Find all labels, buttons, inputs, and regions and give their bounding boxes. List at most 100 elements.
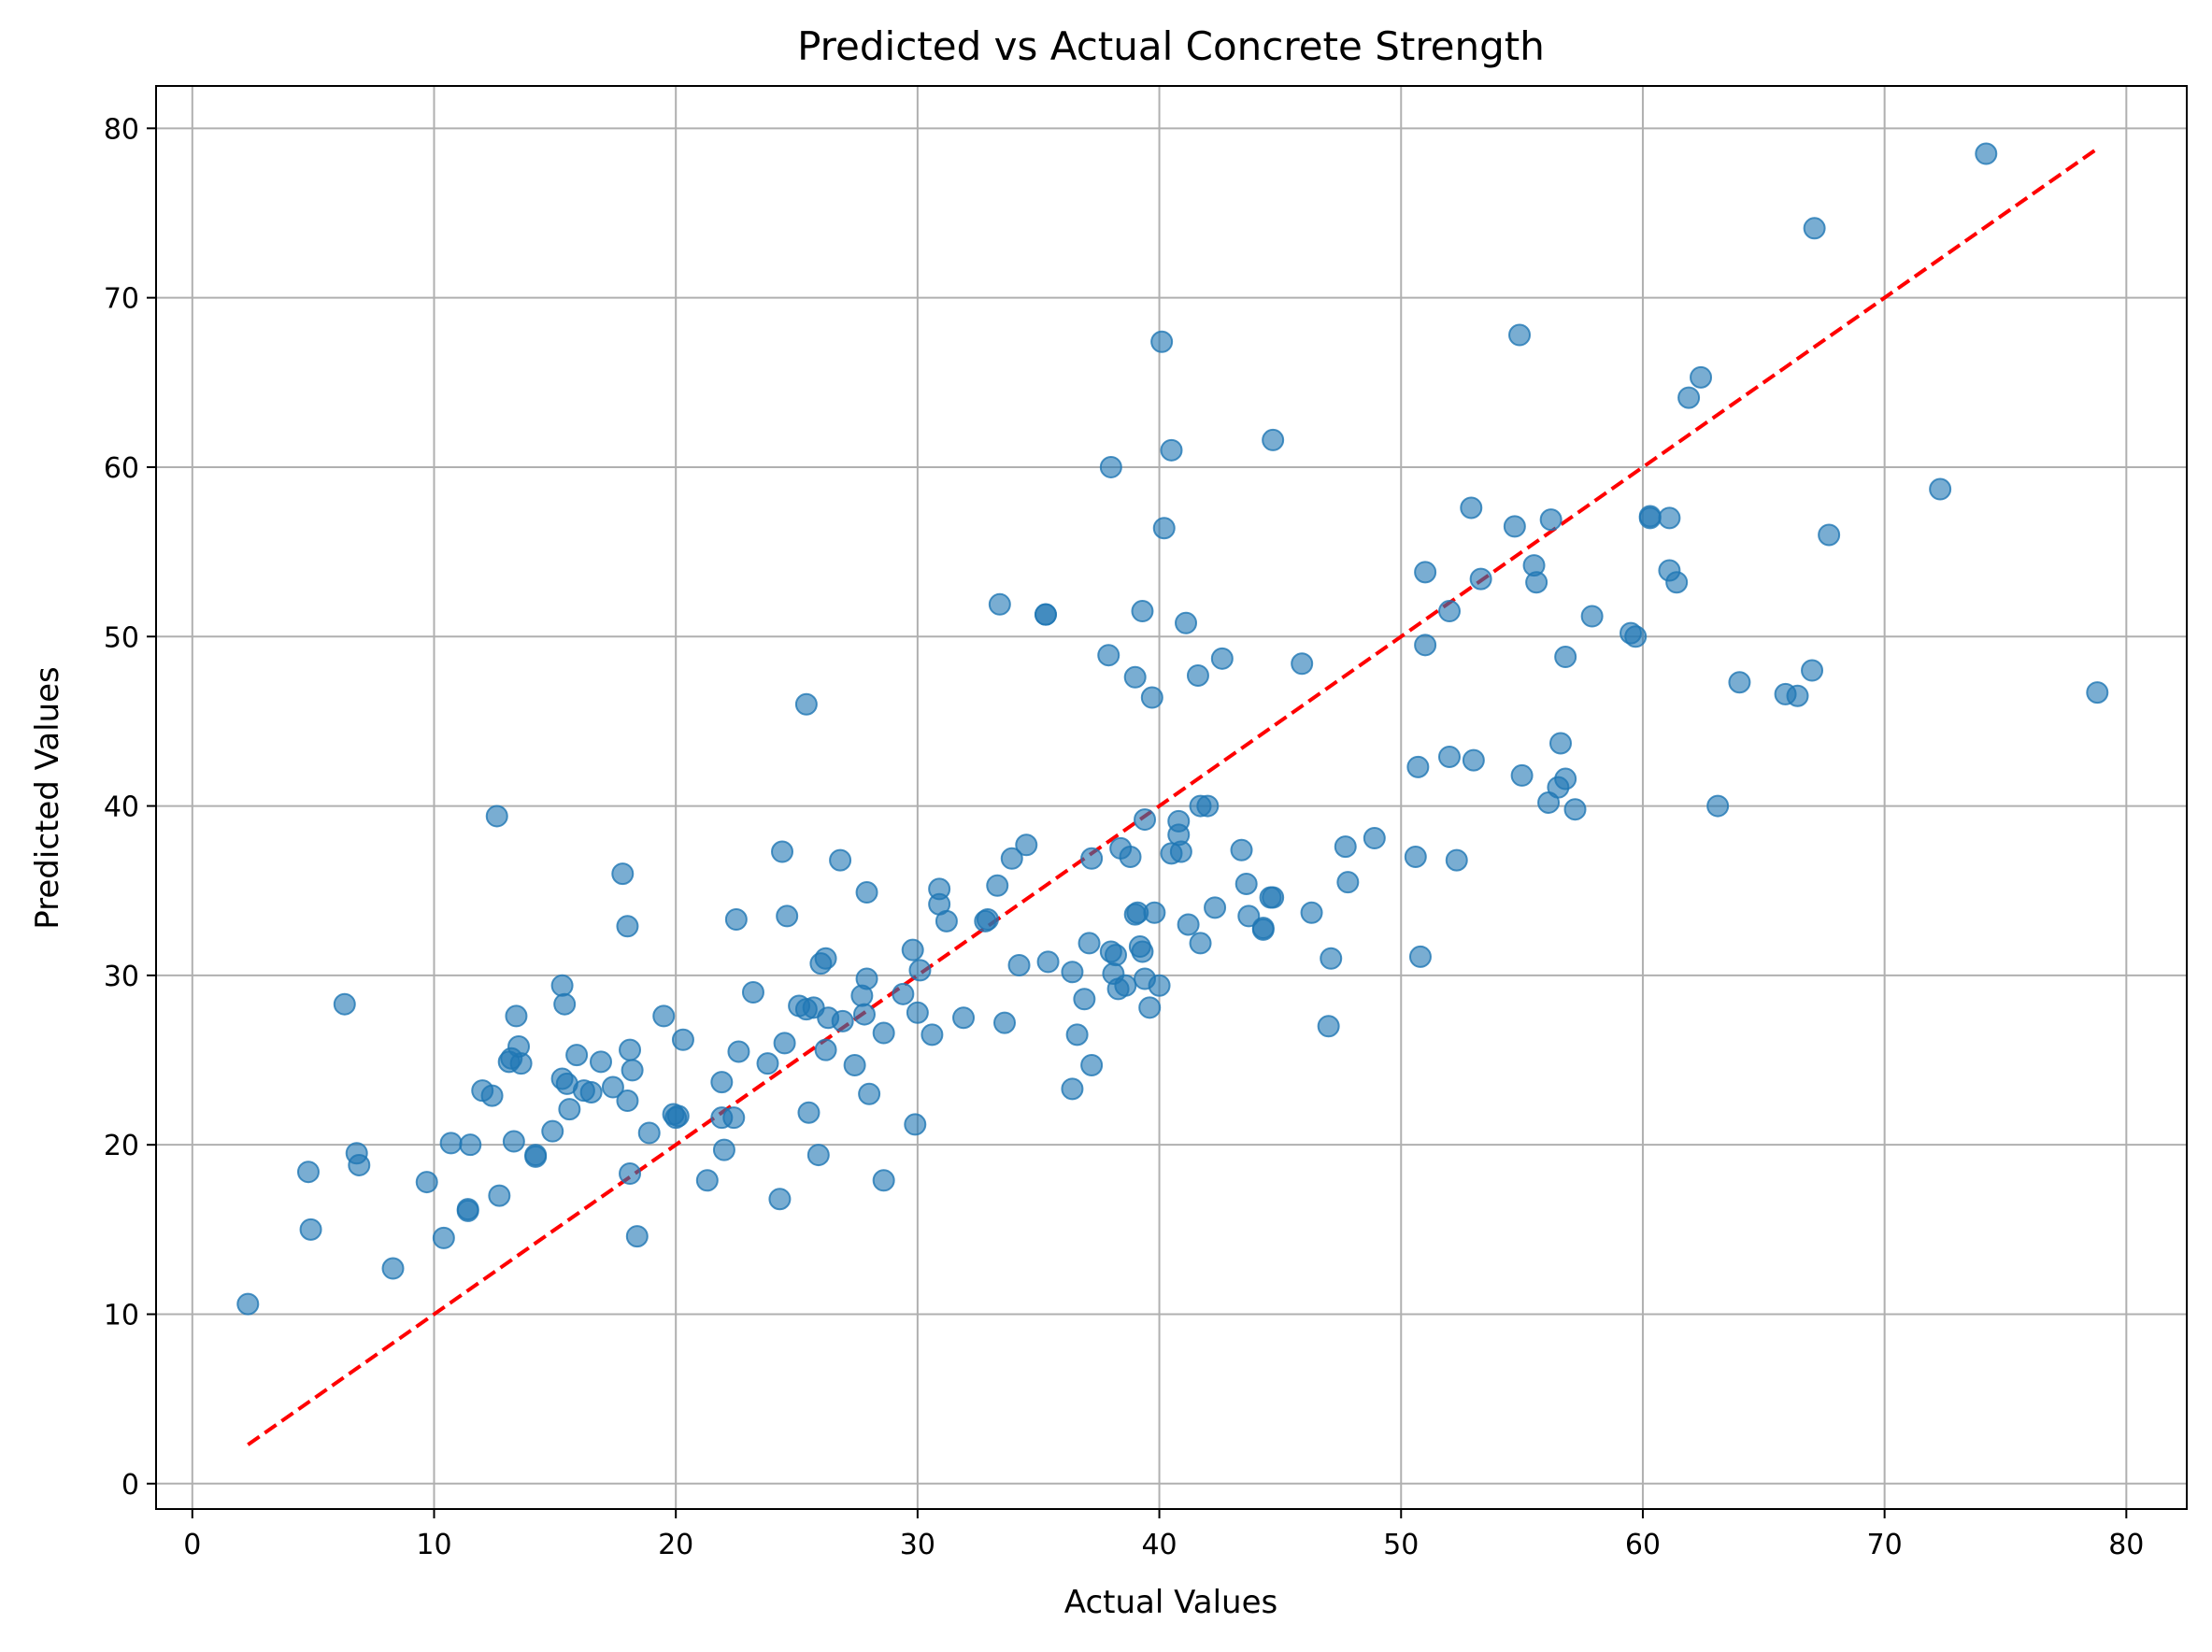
data-point [541,1119,564,1143]
data-point [459,1133,482,1157]
data-point [1097,644,1120,667]
data-point [908,959,932,982]
data-point [485,805,508,828]
data-point [1469,567,1492,591]
data-point [993,1011,1017,1034]
data-point [976,908,999,932]
data-point [1152,517,1176,540]
data-point [852,1003,876,1026]
data-point [831,1009,854,1032]
data-point [695,1169,719,1192]
y-tick-label: 20 [104,1130,139,1162]
data-point [1080,1053,1104,1076]
data-point [872,1169,895,1192]
data-point [619,1038,642,1061]
y-tick-label: 60 [104,452,139,485]
data-point [1539,508,1563,532]
x-tick-label: 80 [2108,1529,2144,1561]
data-point [1525,571,1548,594]
data-point [1138,996,1162,1019]
data-point [637,1121,661,1145]
data-point [1189,932,1212,955]
data-point [1234,872,1258,895]
data-point [712,1138,735,1161]
data-point [236,1292,260,1316]
y-tick-label: 10 [104,1299,139,1332]
data-point [1007,953,1031,976]
data-point [1406,755,1430,778]
plot-frame [155,85,2188,1510]
data-point [616,915,639,938]
data-point [652,1004,676,1028]
data-point [1818,523,1841,547]
data-point [988,592,1011,616]
data-point [1414,561,1437,584]
data-point [553,992,577,1016]
data-point [1167,809,1191,833]
data-point [480,1084,504,1107]
y-tick-label: 80 [104,113,139,146]
y-tick-label: 30 [104,961,139,993]
data-point [986,874,1009,897]
data-point [333,992,356,1016]
data-point [1437,745,1461,768]
data-points [236,142,2109,1316]
data-point [1196,794,1220,818]
data-point [1186,663,1209,687]
x-tick-label: 60 [1625,1529,1661,1561]
data-point [550,974,574,997]
data-point [1131,940,1154,963]
data-point [616,1089,639,1113]
data-point [1077,932,1101,955]
data-point [892,982,915,1005]
data-point [1177,913,1200,936]
grid-lines [156,86,2187,1509]
data-point [872,1021,895,1045]
data-point [935,909,958,933]
data-point [1300,901,1323,924]
data-point [348,1153,371,1176]
data-point [1334,835,1357,859]
data-point [1803,217,1826,240]
data-point [1140,686,1163,709]
data-point [794,692,818,716]
x-tick-label: 10 [416,1529,451,1561]
data-point [843,1053,866,1076]
data-point [439,1132,463,1155]
data-point [1728,671,1751,694]
data-point [1105,944,1128,967]
data-point [1034,603,1057,626]
x-axis-ticks: 0 10 20 30 40 50 60 70 80 [183,1509,2144,1561]
chart-title: Predicted vs Actual Concrete Strength [797,23,1545,69]
data-point [611,862,635,886]
x-tick-label: 30 [900,1529,935,1561]
data-point [829,848,852,872]
data-point [1204,896,1227,919]
data-point [855,881,878,904]
data-point [797,1101,821,1124]
data-point [509,1052,533,1075]
data-point [565,1044,589,1067]
x-tick-label: 40 [1141,1529,1177,1561]
data-point [1099,455,1122,478]
data-point [1445,848,1468,872]
data-point [666,1104,690,1128]
data-point [1624,625,1648,648]
x-tick-label: 0 [183,1529,201,1561]
data-point [1230,838,1253,862]
data-point [1061,1077,1084,1101]
data-point [1237,904,1261,928]
y-tick-label: 0 [121,1469,139,1502]
y-axis-label: Predicted Values [29,666,66,930]
data-point [776,904,799,928]
x-tick-label: 70 [1867,1529,1903,1561]
x-tick-label: 50 [1383,1529,1419,1561]
data-point [1580,605,1604,628]
data-point [814,1038,837,1061]
data-point [1291,652,1314,676]
data-point [1363,827,1386,850]
data-point [432,1226,455,1249]
reference-line [247,147,2099,1446]
data-point [906,1001,929,1024]
